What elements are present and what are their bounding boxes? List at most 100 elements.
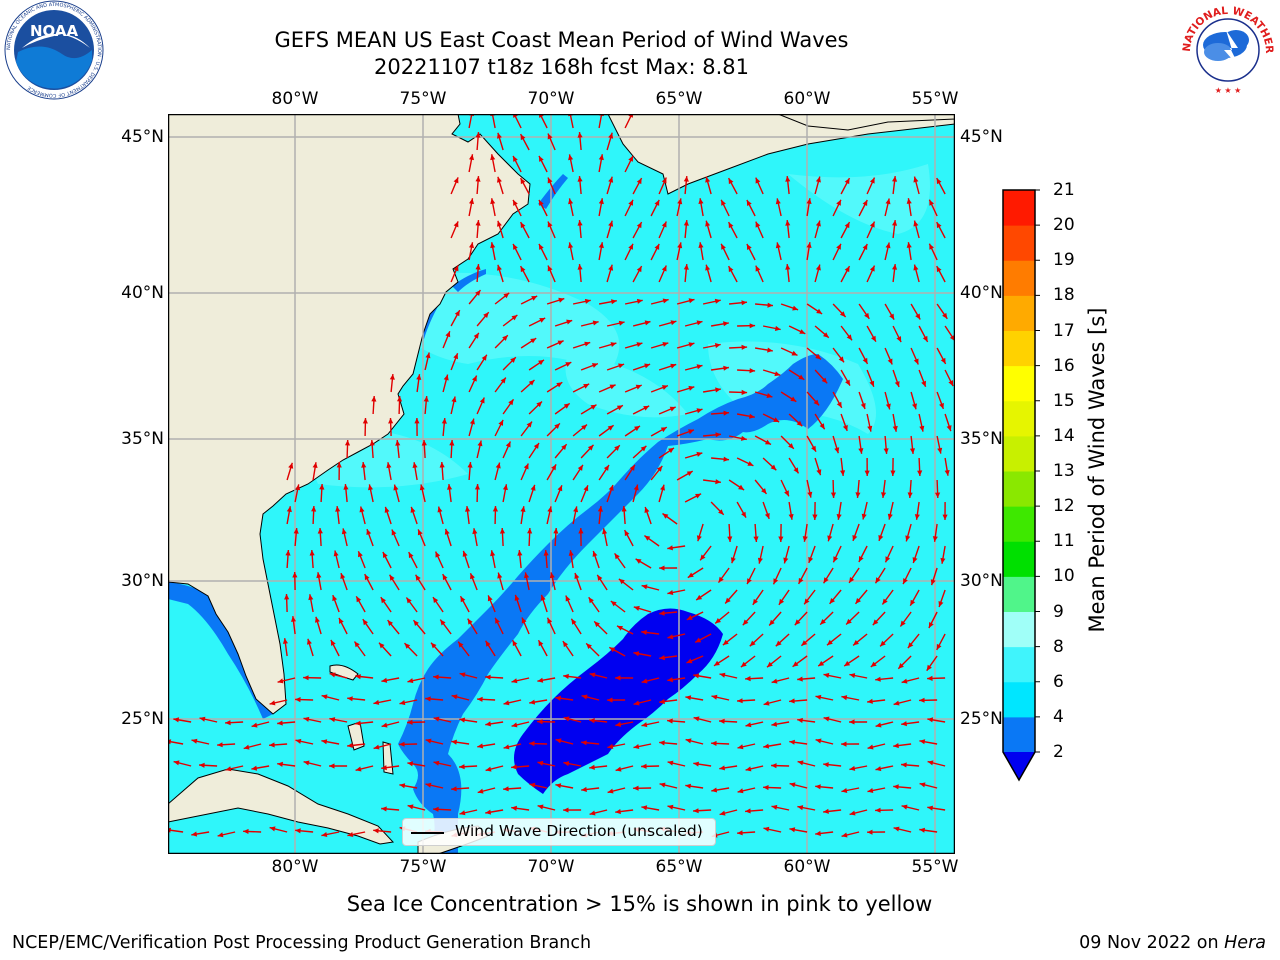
direction-arrowhead [526,421,532,428]
direction-arrowhead [683,176,689,182]
direction-arrowhead [885,556,891,563]
direction-arrowhead [511,764,517,770]
direction-arrowhead [537,804,544,810]
direction-arrowhead [307,638,312,645]
direction-arrowhead [806,198,812,204]
direction-arrowhead [395,440,401,446]
direction-arrowhead [589,764,595,770]
direction-arrowhead [728,222,734,229]
direction-arrowhead [551,464,557,471]
direction-arrowhead [477,788,484,794]
direction-arrowhead [764,513,770,519]
direction-arrowhead [635,384,642,390]
direction-arrowhead [721,243,726,250]
direction-arrowhead [472,375,477,382]
direction-arrowhead [539,318,546,323]
colorbar-frame [1002,189,1036,782]
direction-arrowhead [499,528,505,534]
direction-arrowhead [520,266,526,273]
direction-arrowhead [749,368,756,374]
direction-arrowhead [906,242,912,248]
direction-arrowhead [687,572,694,578]
direction-arrowhead [577,220,583,226]
direction-arrowhead [191,831,198,837]
direction-arrowhead [788,514,794,520]
direction-arrowhead [804,598,810,605]
direction-arrowhead [547,506,553,513]
direction-arrowhead [797,717,803,723]
direction-arrowhead [591,363,598,368]
direction-arrowhead [425,738,432,744]
direction-arrowhead [816,308,823,314]
direction-arrowhead [373,744,380,750]
direction-arrowhead [537,719,543,725]
direction-arrowhead [379,642,385,649]
lon-label-bottom: 65°W [655,857,703,877]
direction-arrowhead [737,830,743,836]
direction-arrowhead [688,429,694,435]
direction-arrowhead [711,694,718,700]
direction-arrowhead [512,640,518,647]
direction-arrowhead [659,740,665,746]
direction-arrowhead [286,506,292,513]
direction-arrowhead [885,242,891,249]
direction-arrowhead [667,634,674,640]
direction-arrowhead [577,176,583,182]
direction-arrowhead [520,506,526,512]
direction-arrowhead [738,484,745,490]
direction-arrowhead [618,363,625,369]
direction-arrowhead [696,408,703,414]
direction-arrowhead [823,672,830,678]
direction-arrowhead [883,448,889,454]
direction-arrowhead [598,198,604,205]
direction-arrowhead [714,298,721,304]
colorbar-segment [1003,260,1035,296]
direction-arrowhead [812,514,818,520]
direction-arrowhead [827,639,833,646]
direction-arrowhead [529,782,536,788]
direction-arrowhead [927,760,934,766]
direction-arrowhead [718,576,724,583]
direction-arrowhead [913,176,919,183]
direction-arrowhead [373,699,380,705]
direction-arrowhead [806,242,812,248]
direction-arrowhead [520,134,526,141]
direction-arrowhead [447,484,453,490]
nws-logo: NATIONAL WEATHER SERVICE ★ ★ ★ [1178,0,1275,97]
lat-label-right: 25°N [960,709,1003,729]
direction-arrowhead [785,176,791,182]
direction-arrowhead [842,425,848,431]
direction-arrowhead [633,744,640,749]
direction-arrowhead [849,577,855,583]
direction-arrowhead [479,397,485,404]
direction-arrowhead [864,312,870,319]
direction-arrowhead [907,642,914,649]
direction-arrowhead [742,619,749,626]
direction-arrowhead [609,384,616,390]
direction-arrowhead [688,298,695,304]
lat-label-left: 45°N [121,127,164,147]
direction-arrowhead [838,356,844,363]
direction-arrowhead [714,343,721,349]
direction-arrowhead [384,506,390,513]
direction-arrowhead [770,464,777,471]
direction-arrowhead [875,807,881,813]
lat-label-left: 40°N [121,283,164,303]
direction-arrowhead [520,222,526,229]
noaa-logo-text: NOAA [30,22,79,40]
direction-arrowhead [607,697,613,703]
direction-arrowhead [475,176,481,182]
direction-arrowhead [669,406,676,412]
direction-arrowhead [312,462,318,468]
direction-arrowhead [791,350,798,356]
direction-arrowhead [641,678,648,684]
direction-arrowhead [913,264,919,271]
direction-arrowhead [292,572,298,578]
direction-arrowhead [815,354,821,360]
direction-arrowhead [693,716,700,722]
lon-label-top: 70°W [527,89,575,109]
colorbar-segment [1003,611,1035,648]
direction-arrowhead [490,550,496,557]
direction-arrowhead [316,572,322,579]
direction-arrowhead [815,220,821,227]
